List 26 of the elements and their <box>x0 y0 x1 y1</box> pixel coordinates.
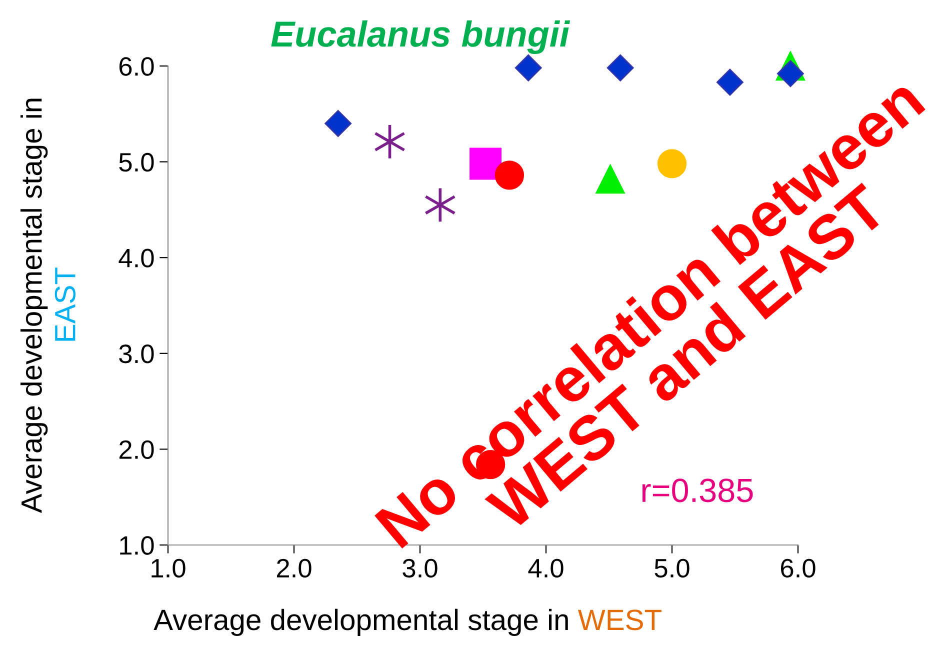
y-tick-label: 4.0 <box>118 248 154 268</box>
x-tick-label: 5.0 <box>654 558 690 578</box>
x-tick-label: 6.0 <box>781 558 816 578</box>
chart-title: Eucalanus bungii <box>271 20 570 54</box>
y-tick-label: 1.0 <box>120 536 154 555</box>
y-tick-label: 2.0 <box>119 440 154 460</box>
point <box>424 186 456 223</box>
x-tick-label: 4.0 <box>528 558 564 578</box>
point <box>470 148 502 180</box>
y-tick-label: 5.0 <box>119 152 154 172</box>
point <box>374 124 406 160</box>
x-axis-title: Average developmental stage in WEST <box>154 608 662 636</box>
point <box>596 164 625 194</box>
point <box>606 54 634 82</box>
x-tick-label: 2.0 <box>276 558 312 578</box>
point <box>324 110 352 137</box>
point <box>514 54 542 82</box>
point <box>776 60 804 88</box>
y-tick-label: 6.0 <box>119 57 154 76</box>
x-tick-label: 3.0 <box>402 558 438 578</box>
y-axis-title: Average developmental stage in EAST <box>20 98 76 514</box>
annotation: r=0.385 <box>642 478 753 502</box>
x-tick-label: 1.0 <box>152 558 186 578</box>
point <box>494 160 524 190</box>
point <box>657 149 687 178</box>
y-tick-label: 3.0 <box>119 344 154 364</box>
